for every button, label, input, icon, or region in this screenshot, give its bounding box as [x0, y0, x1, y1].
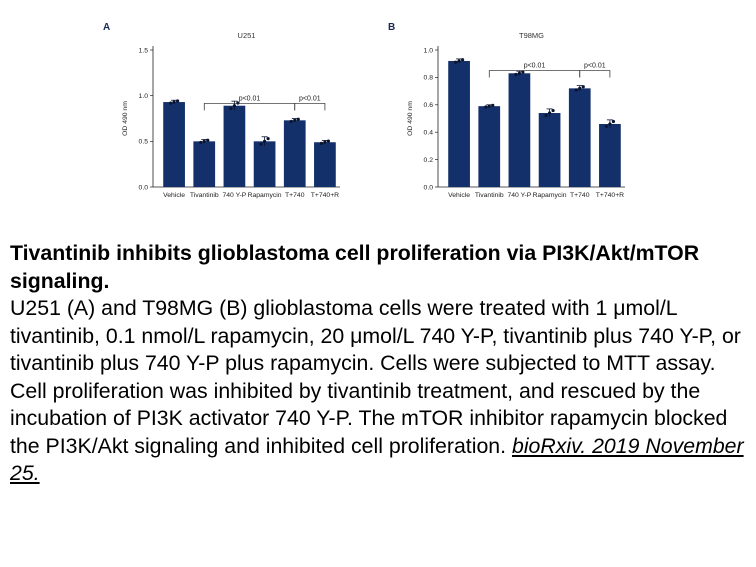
x-tick-label: Rapamycin — [248, 192, 282, 199]
bar — [223, 105, 246, 187]
panel-letter: B — [388, 22, 395, 33]
bar — [538, 113, 561, 187]
x-tick-label: Tivantinib — [190, 192, 219, 199]
x-tick-label: Vehicle — [163, 192, 185, 199]
y-tick-label: 1.0 — [424, 47, 434, 54]
chart-title: U251 — [238, 31, 256, 40]
data-point — [259, 142, 263, 146]
x-tick-label: 740 Y-P — [508, 192, 532, 199]
data-point — [453, 60, 458, 64]
data-point — [326, 139, 331, 143]
bar — [193, 141, 216, 187]
data-point — [175, 99, 180, 103]
x-tick-label: 740 Y-P — [223, 192, 247, 199]
data-point — [319, 141, 324, 145]
x-tick-label: Tivantinib — [475, 192, 504, 199]
y-tick-label: 0.8 — [424, 75, 434, 82]
y-axis-label: OD 490 nm — [122, 101, 129, 136]
significance-label: p<0.01 — [524, 63, 546, 70]
data-point — [521, 70, 525, 74]
y-tick-label: 0.6 — [424, 102, 434, 109]
bar — [283, 120, 306, 187]
y-tick-label: 0.5 — [139, 139, 149, 146]
bar — [599, 123, 621, 187]
x-tick-label: T+740 — [285, 192, 305, 199]
chart-title: T98MG — [519, 31, 544, 40]
chart-panel-a: A U251 0.0 0.5 1.0 1.5 OD 490 nm Vehicle Tivanti… — [103, 22, 340, 199]
data-point — [611, 119, 616, 124]
significance-label: p<0.01 — [584, 63, 606, 70]
data-point — [229, 106, 233, 111]
y-tick-label: 0.4 — [424, 130, 434, 137]
data-point — [323, 140, 327, 144]
significance-bracket — [488, 70, 581, 78]
bar — [508, 73, 531, 187]
data-point — [168, 101, 173, 105]
data-point — [581, 85, 585, 89]
x-tick-label: T+740+R — [596, 192, 624, 199]
x-tick-label: Vehicle — [448, 192, 470, 199]
bar — [163, 102, 185, 187]
data-point — [262, 139, 267, 143]
caption-source-link[interactable]: bioRxiv. 2019 November 25. — [10, 433, 744, 486]
y-tick-label: 0.0 — [424, 184, 434, 191]
data-point — [172, 100, 176, 104]
data-point — [293, 118, 297, 122]
bar — [568, 88, 591, 187]
data-point — [266, 136, 270, 141]
data-point — [460, 58, 465, 62]
data-point — [202, 139, 206, 143]
data-point — [517, 71, 522, 75]
bar — [314, 142, 336, 187]
data-point — [199, 140, 203, 145]
data-point — [547, 111, 552, 115]
caption-body: U251 (A) and T98MG (B) glioblastoma cell… — [10, 295, 750, 488]
panel-letter: A — [103, 22, 110, 33]
significance-label: p<0.01 — [239, 95, 261, 102]
data-point — [296, 117, 300, 121]
data-point — [487, 104, 491, 108]
figure-caption: Tivantinib inhibits glioblastoma cell pr… — [10, 240, 750, 488]
y-axis-label: OD 490 nm — [407, 101, 414, 136]
data-point — [578, 86, 582, 90]
data-point — [514, 72, 518, 77]
significance-bracket — [294, 103, 326, 111]
data-point — [206, 138, 210, 142]
data-point — [457, 59, 461, 63]
y-tick-label: 1.5 — [139, 47, 149, 54]
data-point — [484, 105, 488, 109]
data-point — [551, 108, 555, 113]
data-point — [608, 122, 612, 126]
chart-panel-b: B T98MG 0.0 0.2 0.4 0.6 0.8 1.0 OD 490 nm Vehicle… — [388, 22, 625, 199]
bar — [478, 106, 501, 187]
figure: A U251 0.0 0.5 1.0 1.5 OD 490 nm Vehicle Tivanti… — [0, 0, 756, 215]
y-tick-label: 1.0 — [139, 93, 149, 100]
bar — [253, 141, 276, 187]
significance-label: p<0.01 — [299, 95, 321, 102]
caption-title: Tivantinib inhibits glioblastoma cell pr… — [10, 241, 700, 293]
x-tick-label: Rapamycin — [533, 192, 567, 199]
data-point — [232, 104, 237, 108]
significance-bracket — [579, 70, 611, 78]
data-point — [574, 88, 578, 92]
data-point — [491, 103, 495, 107]
bar — [448, 60, 470, 187]
x-tick-label: T+740 — [570, 192, 590, 199]
significance-bracket — [203, 103, 296, 111]
data-point — [604, 124, 609, 129]
data-point — [289, 119, 293, 124]
x-tick-label: T+740+R — [311, 192, 339, 199]
caption-text: U251 (A) and T98MG (B) glioblastoma cell… — [10, 296, 741, 458]
y-tick-label: 0.0 — [139, 184, 149, 191]
y-tick-label: 0.2 — [424, 157, 434, 164]
data-point — [544, 113, 548, 118]
